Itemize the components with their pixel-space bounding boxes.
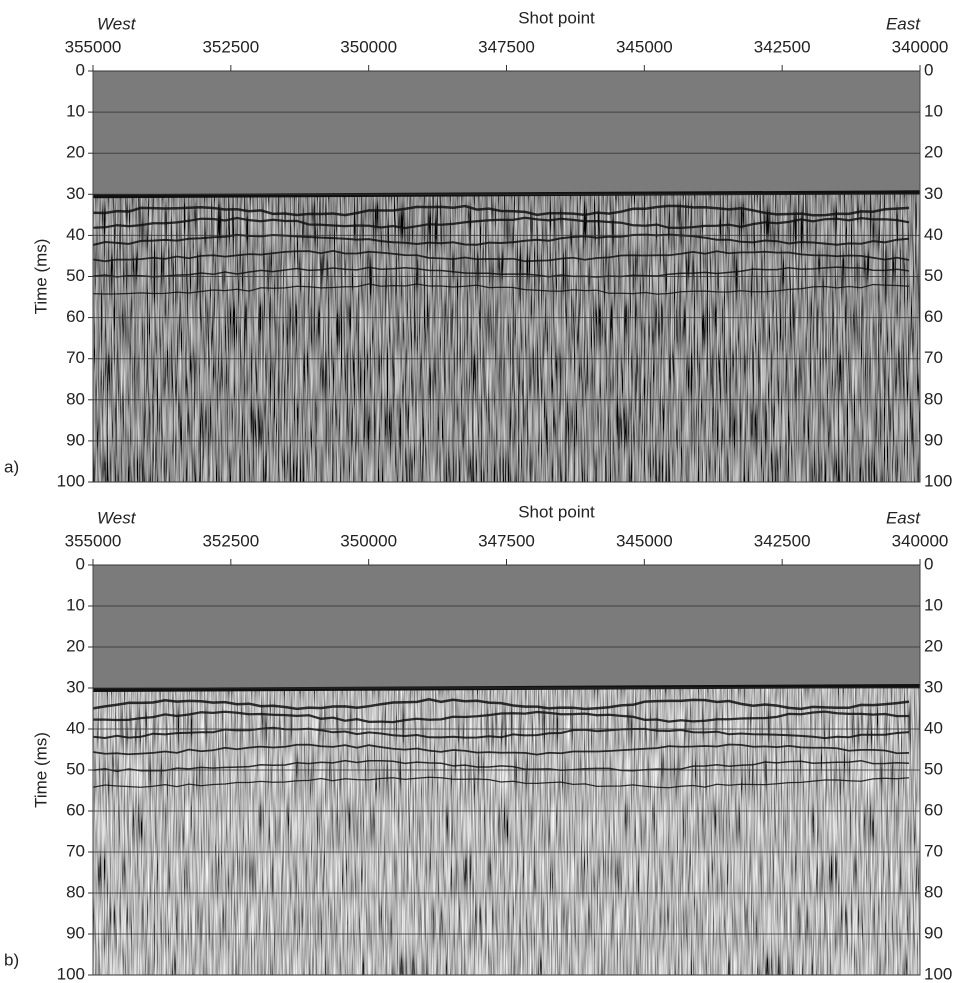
x-tick-label: 342500 xyxy=(754,37,811,56)
y-tick-label-right: 10 xyxy=(924,595,943,614)
x-tick-label: 350000 xyxy=(340,531,397,550)
y-tick-label: 80 xyxy=(66,882,85,901)
y-tick-label-right: 50 xyxy=(924,266,943,285)
y-tick-label-right: 100 xyxy=(924,471,952,490)
y-tick-label-right: 0 xyxy=(924,554,933,573)
y-axis-title: Time (ms) xyxy=(31,239,50,315)
y-tick-label: 20 xyxy=(66,143,85,162)
y-tick-label: 50 xyxy=(66,266,85,285)
direction-label: East xyxy=(886,508,921,527)
y-tick-label: 40 xyxy=(66,225,85,244)
y-tick-label: 0 xyxy=(76,554,85,573)
y-tick-label: 30 xyxy=(66,677,85,696)
x-tick-label: 345000 xyxy=(616,531,673,550)
y-tick-label-right: 60 xyxy=(924,800,943,819)
y-tick-label-right: 30 xyxy=(924,184,943,203)
y-tick-label: 60 xyxy=(66,307,85,326)
direction-label: West xyxy=(97,508,137,527)
y-tick-label-right: 40 xyxy=(924,225,943,244)
y-tick-label-right: 50 xyxy=(924,759,943,778)
reflector xyxy=(92,698,910,711)
direction-label: East xyxy=(886,14,921,33)
x-tick-label: 355000 xyxy=(65,37,122,56)
x-tick-label: 345000 xyxy=(616,37,673,56)
y-tick-label: 70 xyxy=(66,348,85,367)
y-tick-label: 50 xyxy=(66,759,85,778)
y-tick-label: 10 xyxy=(66,595,85,614)
y-tick-label-right: 80 xyxy=(924,389,943,408)
y-tick-label: 20 xyxy=(66,636,85,655)
y-axis-title: Time (ms) xyxy=(31,732,50,808)
y-tick-label-right: 30 xyxy=(924,677,943,696)
direction-label: West xyxy=(97,14,137,33)
reflector xyxy=(93,710,910,724)
y-tick-label-right: 60 xyxy=(924,307,943,326)
x-tick-label: 352500 xyxy=(202,531,259,550)
x-tick-label: 347500 xyxy=(478,37,535,56)
y-tick-label: 30 xyxy=(66,184,85,203)
reflector xyxy=(92,233,910,246)
reflector xyxy=(92,743,910,756)
y-tick-label-right: 100 xyxy=(924,964,952,983)
y-tick-label: 80 xyxy=(66,389,85,408)
y-tick-label-right: 40 xyxy=(924,718,943,737)
y-tick-label-right: 20 xyxy=(924,143,943,162)
y-tick-label-right: 0 xyxy=(924,60,933,79)
y-tick-label: 10 xyxy=(66,102,85,121)
y-tick-label-right: 10 xyxy=(924,102,943,121)
y-tick-label: 90 xyxy=(66,430,85,449)
x-tick-label: 350000 xyxy=(340,37,397,56)
panel-label: b) xyxy=(4,950,19,969)
y-tick-label: 100 xyxy=(57,964,85,983)
x-tick-label: 347500 xyxy=(478,531,535,550)
reflector xyxy=(92,776,910,789)
y-tick-label-right: 90 xyxy=(924,923,943,942)
x-tick-label: 355000 xyxy=(65,531,122,550)
axis-title: Shot point xyxy=(518,8,595,27)
seismic-panel: 0 0 10 10 20 20 30 30 40 40 50 50 60 60 70 70 80 80 90 90 10… xyxy=(4,8,952,490)
panel-label: a) xyxy=(4,457,19,476)
x-tick-label: 340000 xyxy=(892,531,949,550)
reflector xyxy=(92,759,910,773)
reflector xyxy=(92,726,910,740)
y-tick-label: 40 xyxy=(66,718,85,737)
y-tick-label: 90 xyxy=(66,923,85,942)
reflector xyxy=(92,216,910,230)
x-tick-label: 340000 xyxy=(892,37,949,56)
water-column xyxy=(93,565,920,688)
x-tick-label: 352500 xyxy=(202,37,259,56)
reflector xyxy=(92,250,910,263)
reflector xyxy=(92,283,910,295)
y-tick-label: 70 xyxy=(66,841,85,860)
y-tick-label: 60 xyxy=(66,800,85,819)
y-tick-label-right: 80 xyxy=(924,882,943,901)
y-tick-label-right: 90 xyxy=(924,430,943,449)
seismic-panel: 0 0 10 10 20 20 30 30 40 40 50 50 60 60 70 70 80 80 90 90 10… xyxy=(4,502,952,983)
reflector xyxy=(92,204,910,217)
y-tick-label: 0 xyxy=(76,60,85,79)
x-tick-label: 342500 xyxy=(754,531,811,550)
axis-title: Shot point xyxy=(518,502,595,521)
reflector xyxy=(92,266,910,278)
y-tick-label-right: 70 xyxy=(924,841,943,860)
y-tick-label-right: 70 xyxy=(924,348,943,367)
y-tick-label-right: 20 xyxy=(924,636,943,655)
y-tick-label: 100 xyxy=(57,471,85,490)
water-column xyxy=(93,71,920,195)
